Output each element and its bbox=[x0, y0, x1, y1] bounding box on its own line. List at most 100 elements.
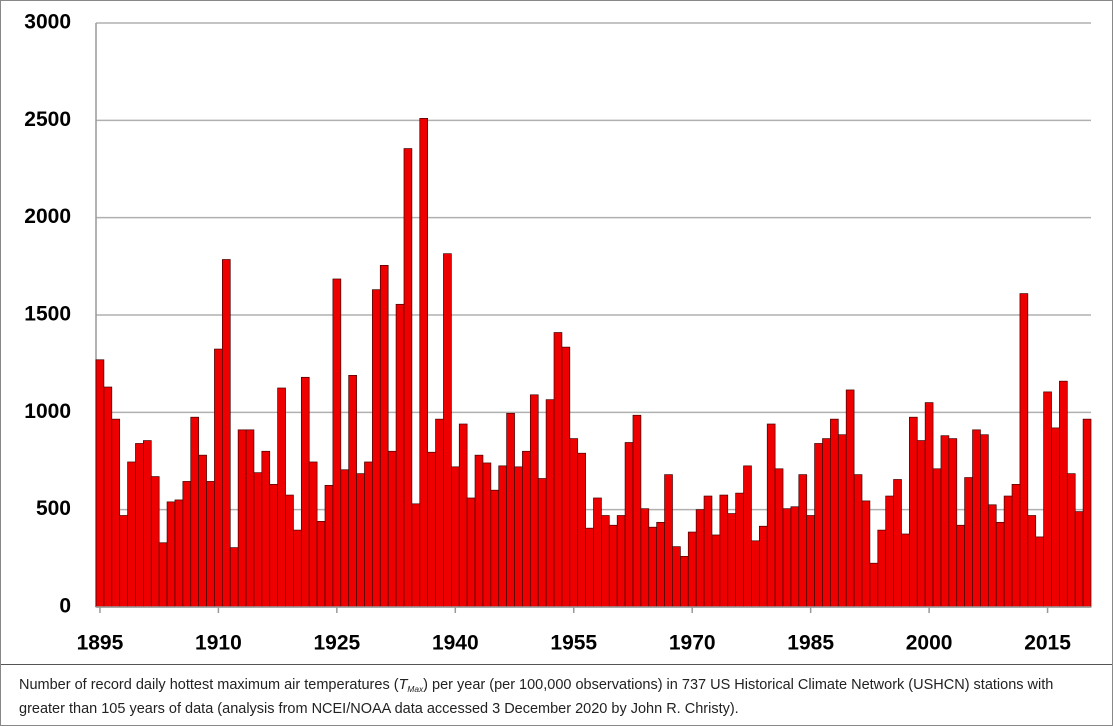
bar bbox=[174, 499, 184, 608]
bar bbox=[387, 450, 397, 608]
bar bbox=[253, 472, 263, 608]
bar bbox=[616, 515, 626, 608]
bar bbox=[656, 521, 665, 608]
bar bbox=[1035, 536, 1044, 608]
y-tick-label: 1500 bbox=[24, 303, 71, 326]
bar bbox=[948, 438, 958, 608]
bar bbox=[529, 394, 539, 608]
bar bbox=[901, 533, 910, 608]
bar bbox=[1082, 418, 1092, 608]
bar bbox=[1027, 515, 1037, 608]
y-tick-label: 2500 bbox=[24, 108, 71, 131]
bar bbox=[293, 529, 302, 608]
bar bbox=[687, 531, 697, 608]
bar bbox=[269, 484, 278, 608]
bar bbox=[987, 504, 997, 608]
bar bbox=[845, 389, 855, 608]
bar bbox=[1051, 427, 1060, 608]
x-tick-label: 1970 bbox=[669, 632, 716, 655]
bar bbox=[585, 527, 594, 608]
bar bbox=[680, 556, 689, 608]
bar bbox=[711, 534, 721, 608]
bar bbox=[143, 440, 152, 608]
bar bbox=[561, 346, 571, 608]
bar bbox=[111, 418, 121, 608]
bar bbox=[1074, 511, 1084, 608]
bar bbox=[206, 481, 215, 608]
x-tick-label: 1940 bbox=[432, 632, 479, 655]
bar bbox=[277, 387, 286, 608]
bar bbox=[498, 465, 507, 608]
bar bbox=[822, 438, 831, 608]
bar bbox=[435, 418, 444, 608]
bar bbox=[980, 434, 989, 608]
bar bbox=[158, 542, 168, 608]
bar bbox=[245, 429, 255, 608]
bar bbox=[332, 278, 342, 608]
bar bbox=[766, 423, 776, 608]
bar bbox=[648, 526, 658, 608]
bar bbox=[790, 506, 800, 608]
caption-subscript: Max bbox=[407, 681, 423, 694]
bar bbox=[751, 540, 760, 608]
bar bbox=[364, 461, 373, 608]
caption: Number of record daily hottest maximum a… bbox=[1, 664, 1112, 719]
bar bbox=[743, 465, 752, 608]
bar bbox=[569, 438, 579, 608]
bar bbox=[229, 547, 239, 608]
bar bbox=[379, 265, 389, 608]
bar bbox=[553, 332, 563, 608]
bar bbox=[1011, 484, 1021, 608]
bar bbox=[356, 473, 365, 608]
bar bbox=[664, 474, 673, 608]
caption-symbol: T bbox=[398, 677, 408, 693]
bar bbox=[308, 461, 318, 608]
bar bbox=[451, 466, 460, 608]
bar bbox=[632, 414, 642, 608]
bar bbox=[411, 503, 421, 608]
bar bbox=[861, 500, 871, 608]
bar bbox=[837, 434, 847, 608]
bar bbox=[727, 513, 736, 608]
bar bbox=[932, 468, 942, 608]
bar bbox=[119, 515, 128, 608]
bar bbox=[608, 524, 618, 608]
bar bbox=[324, 484, 334, 608]
caption-text: Number of record daily hottest maximum a… bbox=[19, 677, 399, 693]
y-tick-label: 1000 bbox=[24, 400, 71, 423]
chart: 0 500 1000 1500 2000 2500 3000 1895 1910 1925 1940… bbox=[24, 11, 1092, 655]
bar bbox=[695, 509, 705, 608]
bar bbox=[490, 489, 500, 608]
bar bbox=[166, 501, 176, 608]
bar bbox=[853, 474, 863, 608]
bar bbox=[916, 440, 926, 608]
bar bbox=[443, 253, 452, 608]
bar bbox=[127, 461, 136, 608]
x-tick-label: 1985 bbox=[787, 632, 834, 655]
bar bbox=[1059, 380, 1068, 608]
bar bbox=[340, 469, 350, 608]
bar bbox=[522, 450, 531, 608]
bar bbox=[1043, 391, 1052, 608]
bar bbox=[924, 402, 934, 608]
x-tick-label: 1895 bbox=[77, 632, 124, 655]
bar bbox=[624, 442, 634, 608]
bar bbox=[885, 495, 894, 608]
bar bbox=[782, 508, 792, 608]
bar bbox=[237, 429, 247, 608]
x-tick-label: 1955 bbox=[550, 632, 597, 655]
bar bbox=[640, 508, 650, 608]
bar bbox=[190, 416, 200, 608]
bar bbox=[466, 497, 476, 608]
bar bbox=[427, 451, 436, 608]
bar bbox=[285, 494, 294, 608]
x-tick-label: 2000 bbox=[906, 632, 953, 655]
bar bbox=[814, 443, 823, 608]
bar bbox=[964, 477, 973, 608]
bar bbox=[577, 452, 586, 608]
bar bbox=[758, 525, 768, 608]
bar bbox=[221, 259, 231, 608]
bar bbox=[395, 303, 405, 608]
bar bbox=[806, 515, 815, 608]
